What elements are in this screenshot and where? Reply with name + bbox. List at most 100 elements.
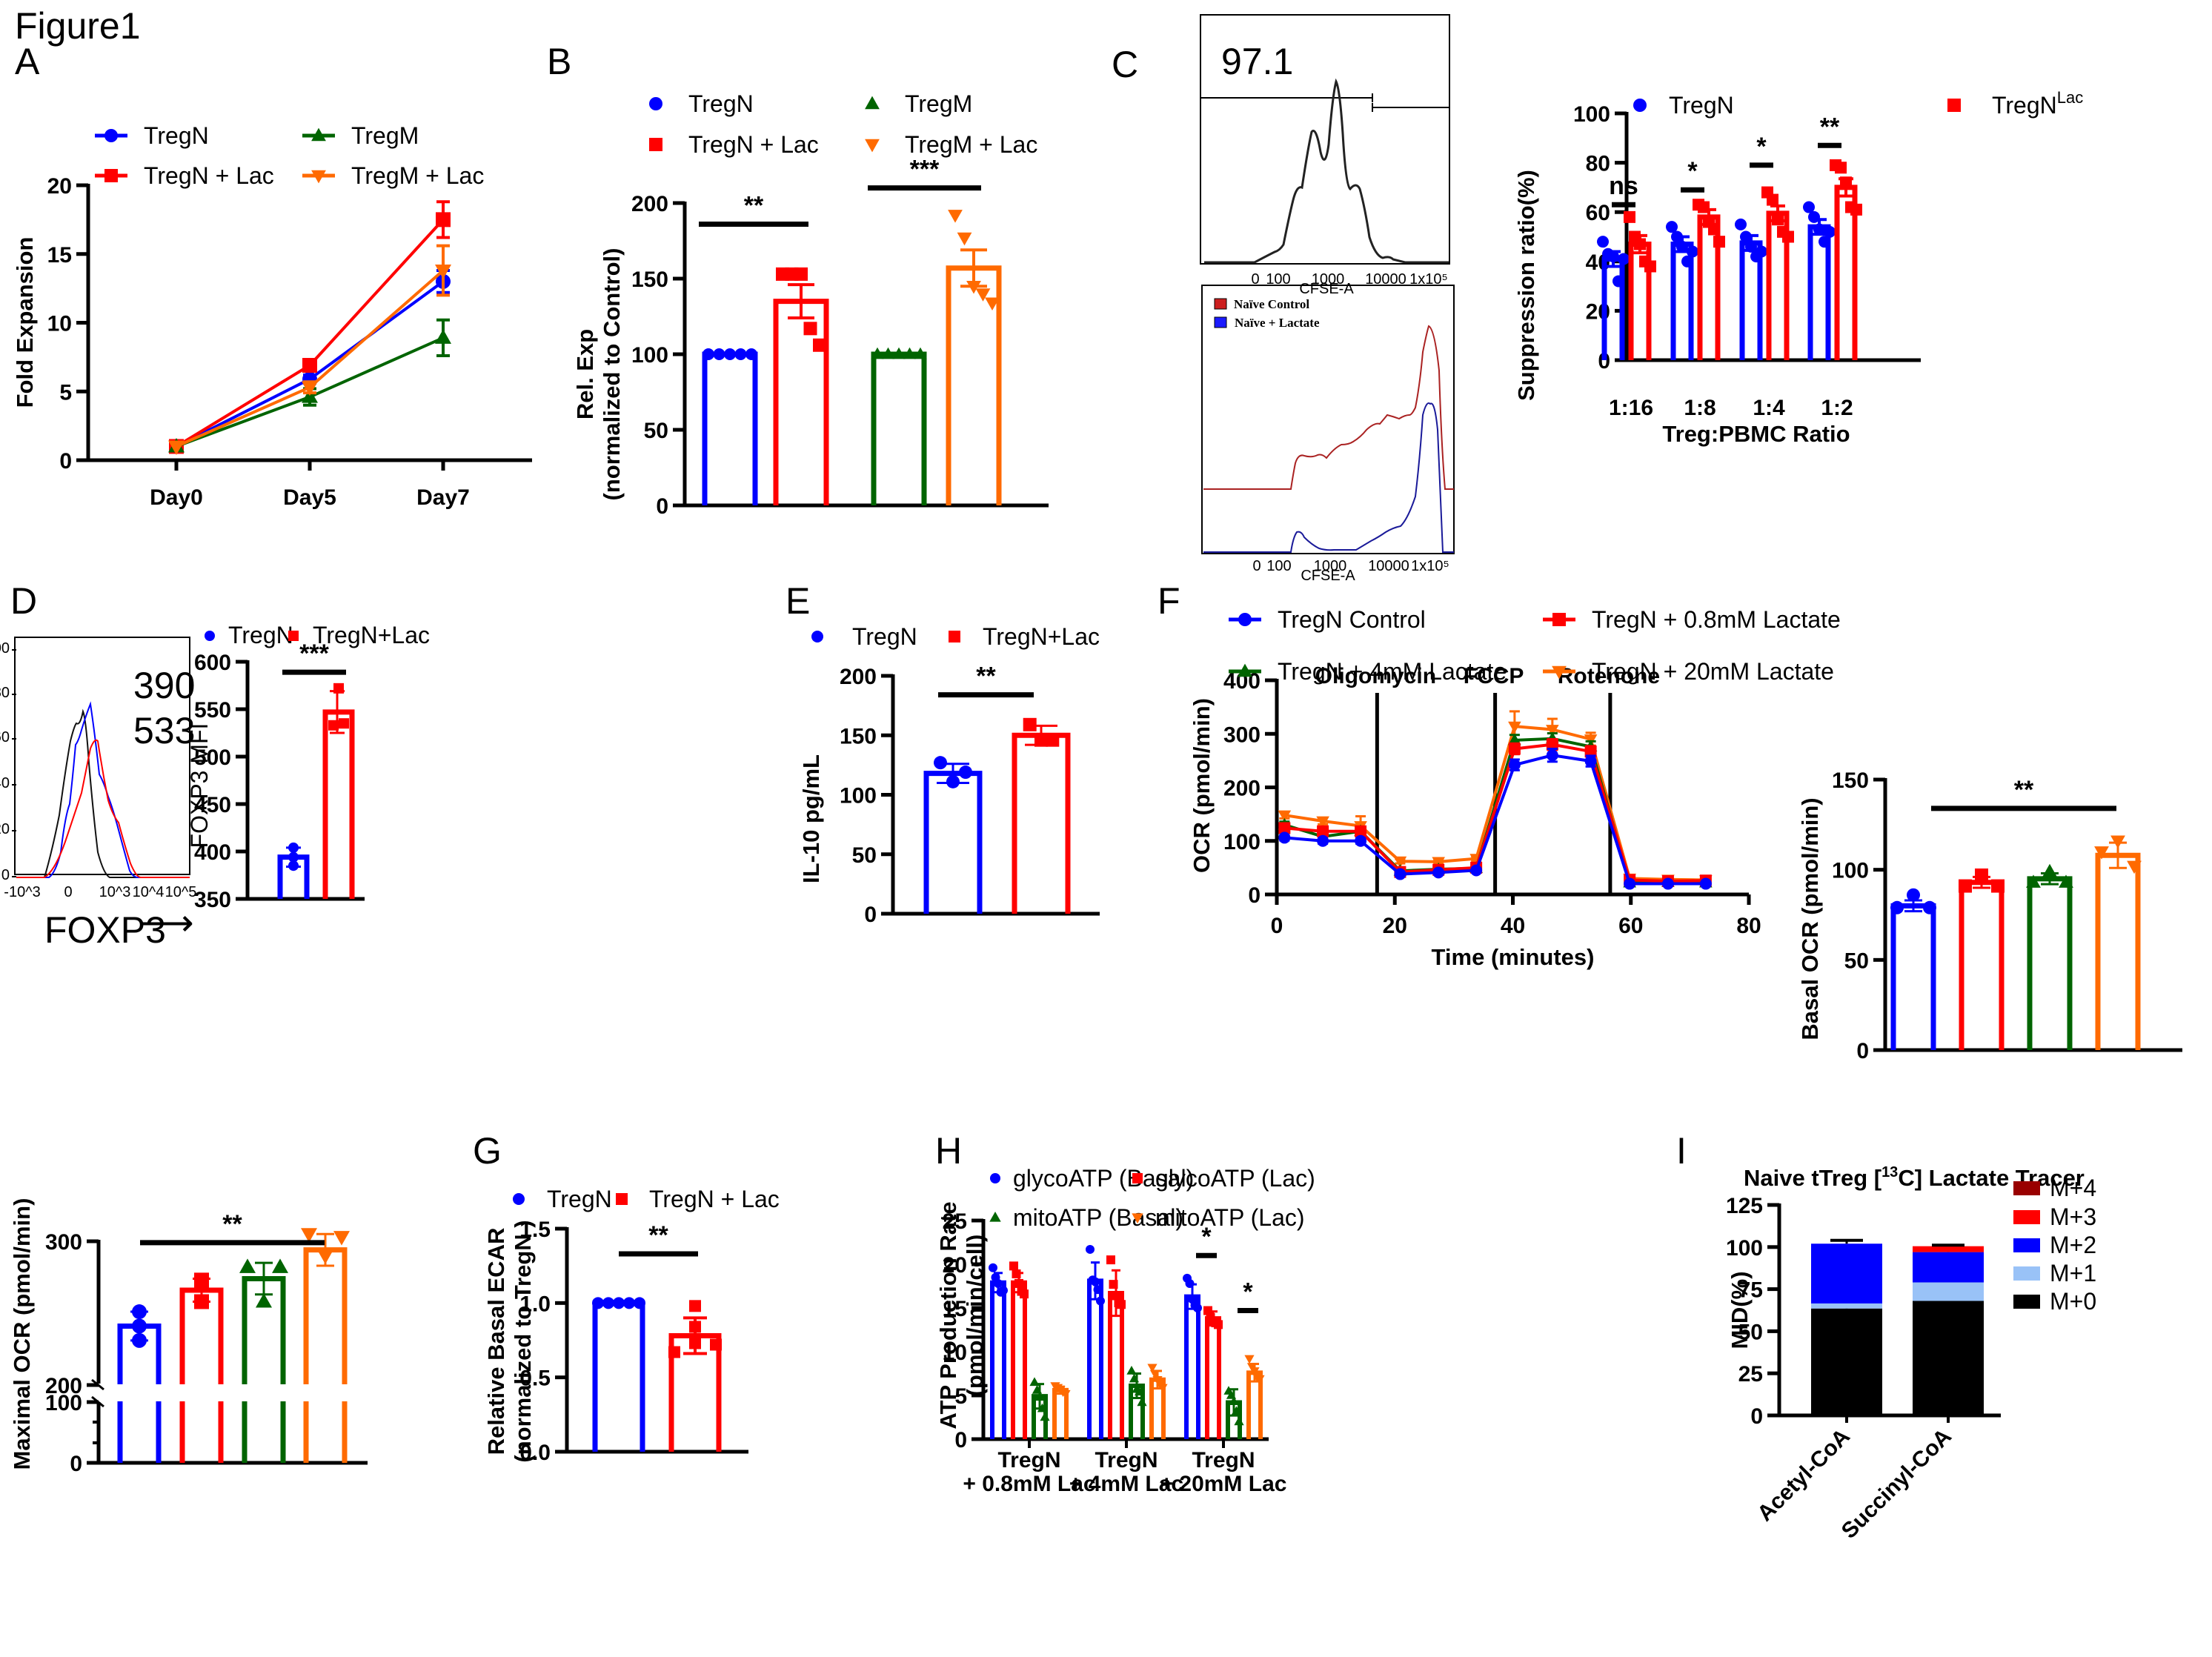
data-point [1735, 218, 1747, 230]
chart-title-part: Naive tTreg [ [1744, 1165, 1881, 1191]
bar-1 [773, 299, 829, 505]
data-point [1584, 755, 1597, 768]
legend-marker [1947, 99, 1961, 112]
significance-label: ** [648, 1221, 668, 1249]
x-tick-label: Day7 [416, 485, 470, 510]
panel-c-cfse-histogram-top: 97.1 0 100 1000 10000 1x10⁵ CFSE-A [1200, 14, 1450, 297]
legend-swatch [2013, 1266, 2040, 1281]
data-point [1255, 1375, 1265, 1384]
data-point [1034, 1392, 1045, 1401]
y-axis-label: OCR (pmol/min) [1189, 698, 1215, 873]
bar-upper-3 [303, 1247, 348, 1384]
y-axis-label: FOXP3 MFI [186, 723, 213, 849]
legend-marker [1238, 663, 1252, 677]
y-tick-label: 50 [852, 843, 877, 868]
bar-1 [1012, 732, 1071, 914]
significance-label: * [1687, 157, 1698, 185]
data-point [1634, 238, 1646, 250]
y-tick-label: 100 [1223, 830, 1261, 854]
y-tick-label: 100 [45, 1391, 82, 1415]
data-point [1676, 240, 1688, 253]
legend-label: TregN + Lac [688, 131, 819, 158]
data-point [1767, 193, 1778, 206]
legend-marker [513, 1193, 525, 1205]
x-tick-label: 1000 [1314, 558, 1347, 574]
data-point [1644, 260, 1656, 273]
legend-marker [649, 97, 662, 110]
data-point [1612, 275, 1624, 288]
data-point [2042, 863, 2057, 877]
data-point [934, 756, 947, 770]
y-tick-label: 10 [943, 1341, 967, 1365]
data-point [301, 1228, 317, 1243]
legend-marker [311, 170, 326, 184]
data-point [1137, 1397, 1147, 1407]
data-point [1661, 877, 1674, 890]
data-point [1244, 1355, 1255, 1364]
legend-marker [205, 631, 215, 641]
x-tick-label: + 20mM Lac [1160, 1472, 1287, 1496]
mfi-value-tregn: 390 [133, 665, 195, 706]
x-tick-label: Day0 [150, 485, 203, 510]
data-point [1835, 162, 1847, 174]
data-point [703, 348, 714, 360]
data-point [435, 329, 451, 344]
stacked-segment-M+1 [1913, 1282, 1984, 1301]
y-tick-label: 20 [0, 821, 10, 837]
y-tick-label: 50 [1738, 1320, 1763, 1344]
data-point [948, 210, 963, 223]
y-axis-label-line: IL-10 pg/mL [798, 754, 824, 883]
significance-label: ** [1820, 113, 1840, 141]
y-tick-label: 80 [0, 685, 10, 701]
data-point [1246, 1363, 1258, 1372]
legend-label: TregN [688, 90, 754, 117]
data-point [1699, 877, 1712, 890]
legend-swatch [1214, 316, 1227, 328]
x-tick-label: 1x10⁵ [1409, 271, 1448, 288]
data-point [1803, 201, 1815, 213]
data-point [1147, 1364, 1158, 1373]
panel-a-line-chart: 0 5 10 15 20 Day0 Day5 Day7 Fold Expansion TregN T… [12, 122, 532, 510]
x-tick-label: 10^4 [133, 884, 165, 900]
legend-label: TregN [1669, 92, 1734, 119]
significance-label: ** [744, 192, 764, 220]
data-point [328, 720, 339, 731]
x-tick-label: 1:2 [1821, 396, 1853, 420]
data-point [1508, 743, 1521, 755]
data-point [1014, 1278, 1023, 1288]
y-tick-label: 350 [194, 888, 231, 912]
data-point [333, 1231, 350, 1246]
y-axis-label: Basal OCR (pmol/min) [1797, 797, 1823, 1040]
x-tick-label: 0 [64, 884, 72, 900]
data-point [1393, 856, 1407, 869]
legend-label: TregM + Lac [905, 131, 1037, 158]
legend-label: TregN [852, 623, 917, 650]
x-tick-label: TregN [997, 1448, 1060, 1472]
x-tick-label: 10000 [1365, 271, 1406, 288]
x-tick-label: Day5 [283, 485, 336, 510]
data-point [957, 232, 972, 246]
data-point [668, 1346, 680, 1358]
data-point [1029, 1377, 1040, 1387]
data-point [1278, 822, 1291, 834]
data-point [132, 1318, 147, 1334]
y-tick-label: 100 [1573, 102, 1610, 127]
legend-label: TregN+Lac [983, 623, 1100, 650]
data-point [436, 212, 451, 228]
y-tick-label: 75 [1738, 1278, 1763, 1303]
data-point [602, 1297, 614, 1309]
y-tick-label: 0 [1598, 349, 1610, 373]
legend-marker [990, 1173, 1000, 1183]
y-tick-label: 150 [840, 724, 877, 748]
data-point [1037, 1403, 1048, 1412]
y-tick-label: 40 [0, 775, 10, 791]
y-tick-label: 125 [1726, 1194, 1763, 1218]
data-point [1923, 900, 1936, 914]
y-tick-label: 100 [0, 640, 10, 657]
data-point [803, 322, 817, 336]
x-tick-label: 0 [1251, 271, 1259, 288]
data-point [435, 265, 451, 279]
x-tick-label: TregN [1192, 1448, 1255, 1472]
x-tick-label: + 4mM Lac [1069, 1472, 1183, 1496]
